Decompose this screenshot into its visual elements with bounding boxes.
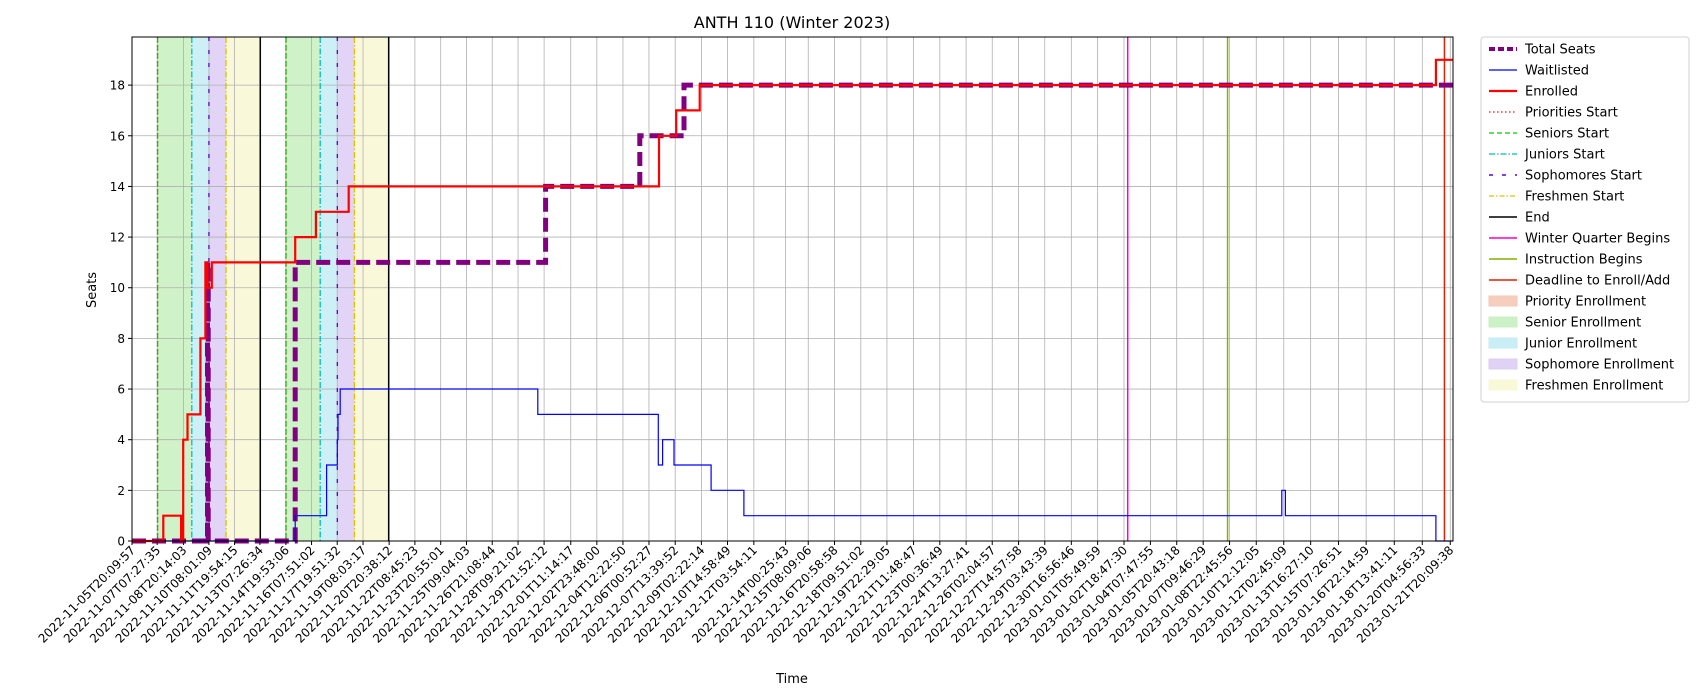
legend-label-priorities-start: Priorities Start	[1525, 106, 1618, 121]
legend-label-senior-enrollment: Senior Enrollment	[1525, 316, 1641, 331]
legend-label-end: End	[1525, 211, 1550, 226]
plot-area: 0246810121416182022-11-05T20:09:572022-1…	[36, 36, 1456, 646]
legend-swatch-senior-enrollment	[1488, 316, 1518, 328]
legend-label-sophomores-start: Sophomores Start	[1525, 169, 1642, 184]
legend-label-winter-quarter-begins: Winter Quarter Begins	[1525, 232, 1670, 247]
legend-swatch-sophomore-enrollment	[1488, 358, 1518, 370]
legend-label-seniors-start: Seniors Start	[1525, 127, 1609, 142]
legend-label-freshmen-start: Freshmen Start	[1525, 190, 1624, 205]
y-tick-label: 6	[117, 383, 125, 397]
series-enrolled	[132, 58, 1453, 543]
legend-label-freshmen-enrollment: Freshmen Enrollment	[1525, 379, 1663, 394]
legend-label-sophomore-enrollment: Sophomore Enrollment	[1525, 358, 1674, 373]
legend-label-enrolled: Enrolled	[1525, 85, 1578, 100]
y-tick-label: 0	[117, 535, 125, 549]
legend-swatch-priority-enrollment	[1488, 295, 1518, 307]
y-tick-label: 8	[117, 332, 125, 346]
legend-label-junior-enrollment: Junior Enrollment	[1524, 337, 1637, 352]
chart-title: ANTH 110 (Winter 2023)	[694, 13, 890, 32]
y-tick-label: 2	[117, 484, 125, 498]
y-tick-label: 18	[110, 79, 125, 93]
legend-label-waitlisted: Waitlisted	[1525, 64, 1589, 79]
legend-label-instruction-begins: Instruction Begins	[1525, 253, 1643, 268]
region-senior-enrollment	[285, 37, 321, 541]
y-tick-label: 10	[110, 281, 125, 295]
y-tick-label: 16	[110, 129, 125, 143]
legend-label-deadline-to-enroll-add: Deadline to Enroll/Add	[1525, 274, 1670, 289]
y-tick-label: 12	[110, 231, 125, 245]
region-sophomore-enrollment	[208, 37, 227, 541]
y-tick-label: 4	[117, 433, 125, 447]
y-axis-label: Seats	[85, 272, 100, 308]
legend-label-juniors-start: Juniors Start	[1524, 148, 1605, 163]
region-sophomore-enrollment	[337, 37, 355, 541]
y-tick-label: 14	[110, 180, 125, 194]
legend-swatch-freshmen-enrollment	[1488, 379, 1518, 391]
plot-frame	[131, 36, 1454, 542]
x-axis-label: Time	[775, 672, 808, 687]
region-freshmen-enrollment	[354, 37, 389, 541]
legend-label-total-seats: Total Seats	[1524, 43, 1596, 58]
legend: Total Seats Waitlisted Enrolled Priorities …	[1480, 36, 1690, 403]
series-waitlisted	[132, 388, 1453, 542]
region-junior-enrollment	[320, 37, 338, 541]
region-freshmen-enrollment	[226, 37, 261, 541]
region-senior-enrollment	[157, 37, 192, 541]
legend-swatch-junior-enrollment	[1488, 337, 1518, 349]
legend-box	[1480, 36, 1690, 403]
legend-label-priority-enrollment: Priority Enrollment	[1525, 295, 1646, 310]
